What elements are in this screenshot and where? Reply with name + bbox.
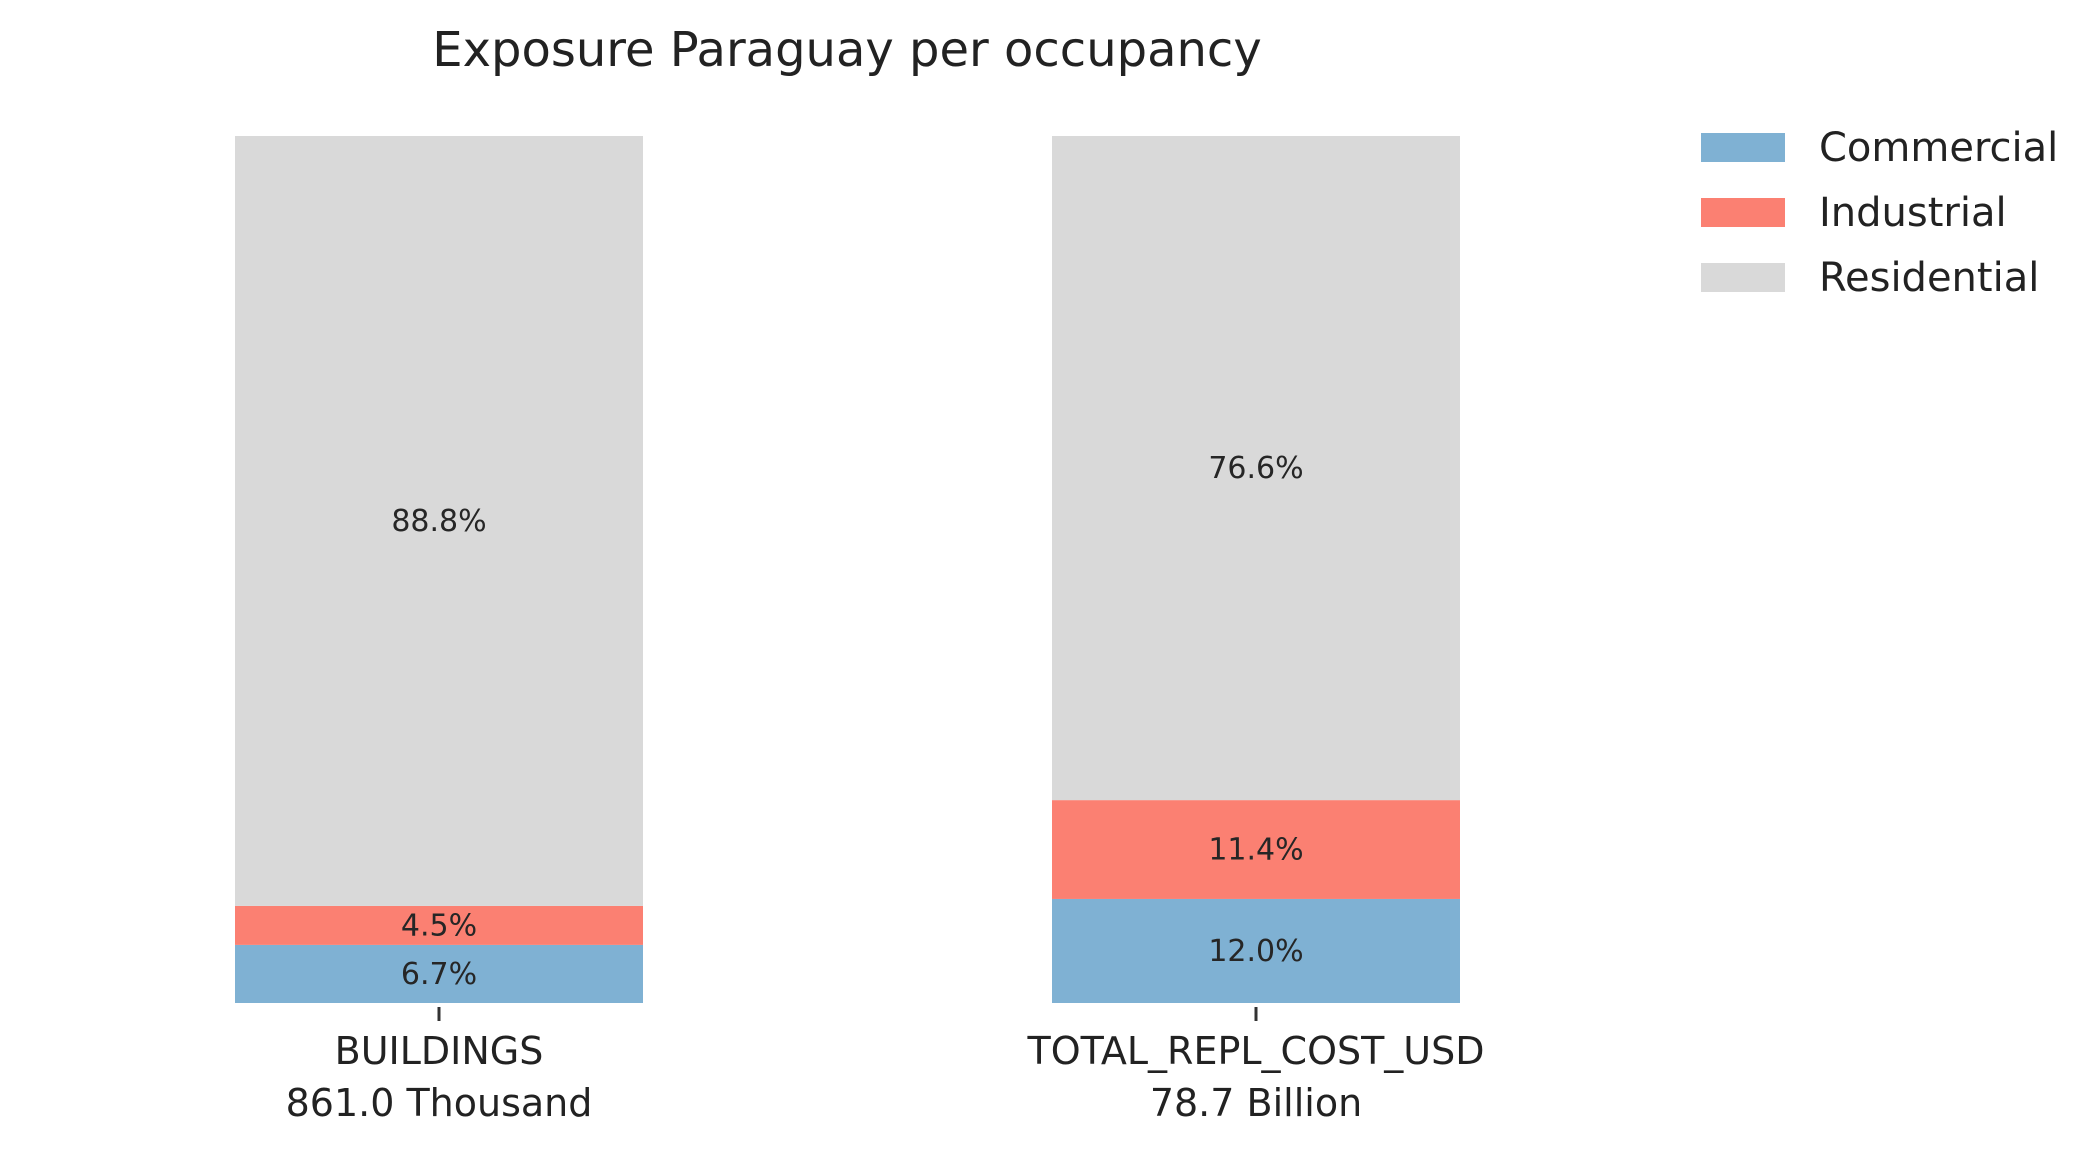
x-tick-label-total_repl_cost_usd: TOTAL_REPL_COST_USD: [1026, 1029, 1484, 1073]
bar-segment-commercial-buildings: [235, 944, 643, 1003]
segment-label-residential-total_repl_cost_usd: 76.6%: [1208, 451, 1303, 486]
x-axis: BUILDINGS 861.0 Thousand TOTAL_REPL_COST_U…: [286, 1007, 1485, 1125]
segment-label-industrial-total_repl_cost_usd: 11.4%: [1208, 833, 1303, 868]
segment-label-residential-buildings: 88.8%: [391, 504, 486, 539]
chart-title: Exposure Paraguay per occupancy: [432, 22, 1261, 78]
bar-segment-residential-buildings: [235, 136, 643, 906]
x-tick-total-buildings: 861.0 Thousand: [286, 1081, 593, 1125]
legend-label-industrial: Industrial: [1819, 190, 2007, 236]
legend-swatch-industrial: [1701, 198, 1785, 227]
legend-label-residential: Residential: [1819, 255, 2039, 301]
legend-swatch-commercial: [1701, 133, 1785, 162]
bar-segment-residential-total_repl_cost_usd: [1052, 136, 1460, 801]
x-tick-label-buildings: BUILDINGS: [335, 1029, 544, 1073]
segment-label-industrial-buildings: 4.5%: [401, 908, 477, 943]
bar-segment-commercial-total_repl_cost_usd: [1052, 898, 1460, 1003]
legend-label-commercial: Commercial: [1819, 125, 2058, 171]
bar-segment-industrial-total_repl_cost_usd: [1052, 800, 1460, 899]
segment-labels-group: 6.7% 4.5% 88.8% 12.0% 11.4% 76.6%: [391, 451, 1303, 992]
legend-swatch-residential: [1701, 263, 1785, 292]
bars-group: [235, 136, 1460, 1003]
segment-label-commercial-total_repl_cost_usd: 12.0%: [1208, 934, 1303, 969]
legend: Commercial Industrial Residential: [1701, 125, 2058, 301]
x-tick-total-total_repl_cost_usd: 78.7 Billion: [1150, 1081, 1362, 1125]
segment-label-commercial-buildings: 6.7%: [401, 957, 477, 992]
bar-segment-industrial-buildings: [235, 905, 643, 945]
